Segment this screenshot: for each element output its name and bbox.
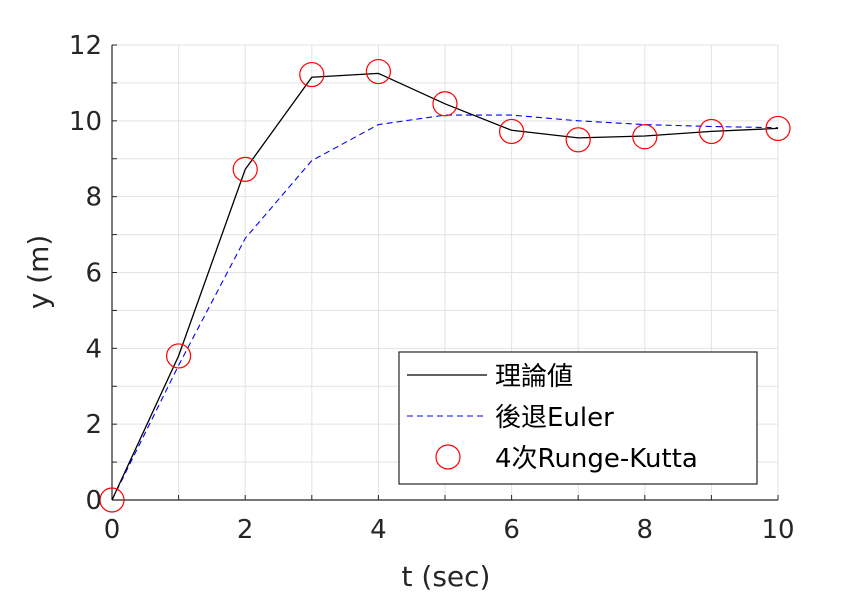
runge-kutta-point [432,91,458,117]
legend-label-backward-euler: 後退Euler [495,403,614,433]
runge-kutta-point [632,124,658,150]
x-tick-label: 2 [237,515,254,545]
series-layer [99,58,791,513]
runge-kutta-point [365,58,391,85]
y-tick-label: 4 [85,334,102,364]
y-tick-label: 2 [85,410,102,440]
runge-kutta-point [499,118,525,145]
x-tick-label: 0 [104,515,121,545]
axes [111,44,779,501]
legend-label-runge-kutta: 4次Runge-Kutta [495,444,698,474]
legend-swatch-runge-kutta [435,444,461,470]
y-tick-label: 0 [85,486,102,516]
x-tick-label: 4 [370,515,387,545]
runge-kutta-point [166,343,192,369]
x-tick-label: 6 [503,515,520,545]
x-axis-label: t (sec) [402,560,491,593]
runge-kutta-point [565,127,591,153]
runge-kutta-point [299,61,325,88]
y-axis-label: y (m) [22,235,55,310]
runge-kutta-point [698,118,725,145]
runge-kutta-point [232,156,258,182]
x-tick-label: 10 [761,515,794,545]
runge-kutta-point [99,487,125,513]
tick-labels: 0 2 4 6 8 10 0 2 4 6 8 10 12 [69,31,795,545]
y-tick-label: 12 [69,31,102,61]
runge-kutta-point [765,115,791,142]
series-line-theoretical [111,72,779,501]
y-tick-label: 10 [69,107,102,137]
y-tick-label: 6 [85,259,102,289]
y-tick-label: 8 [85,183,102,213]
series-line-backward-euler [111,114,779,501]
legend: 理論値 後退Euler 4次Runge-Kutta [398,351,758,485]
x-tick-label: 8 [637,515,654,545]
legend-label-theoretical: 理論値 [495,362,573,392]
